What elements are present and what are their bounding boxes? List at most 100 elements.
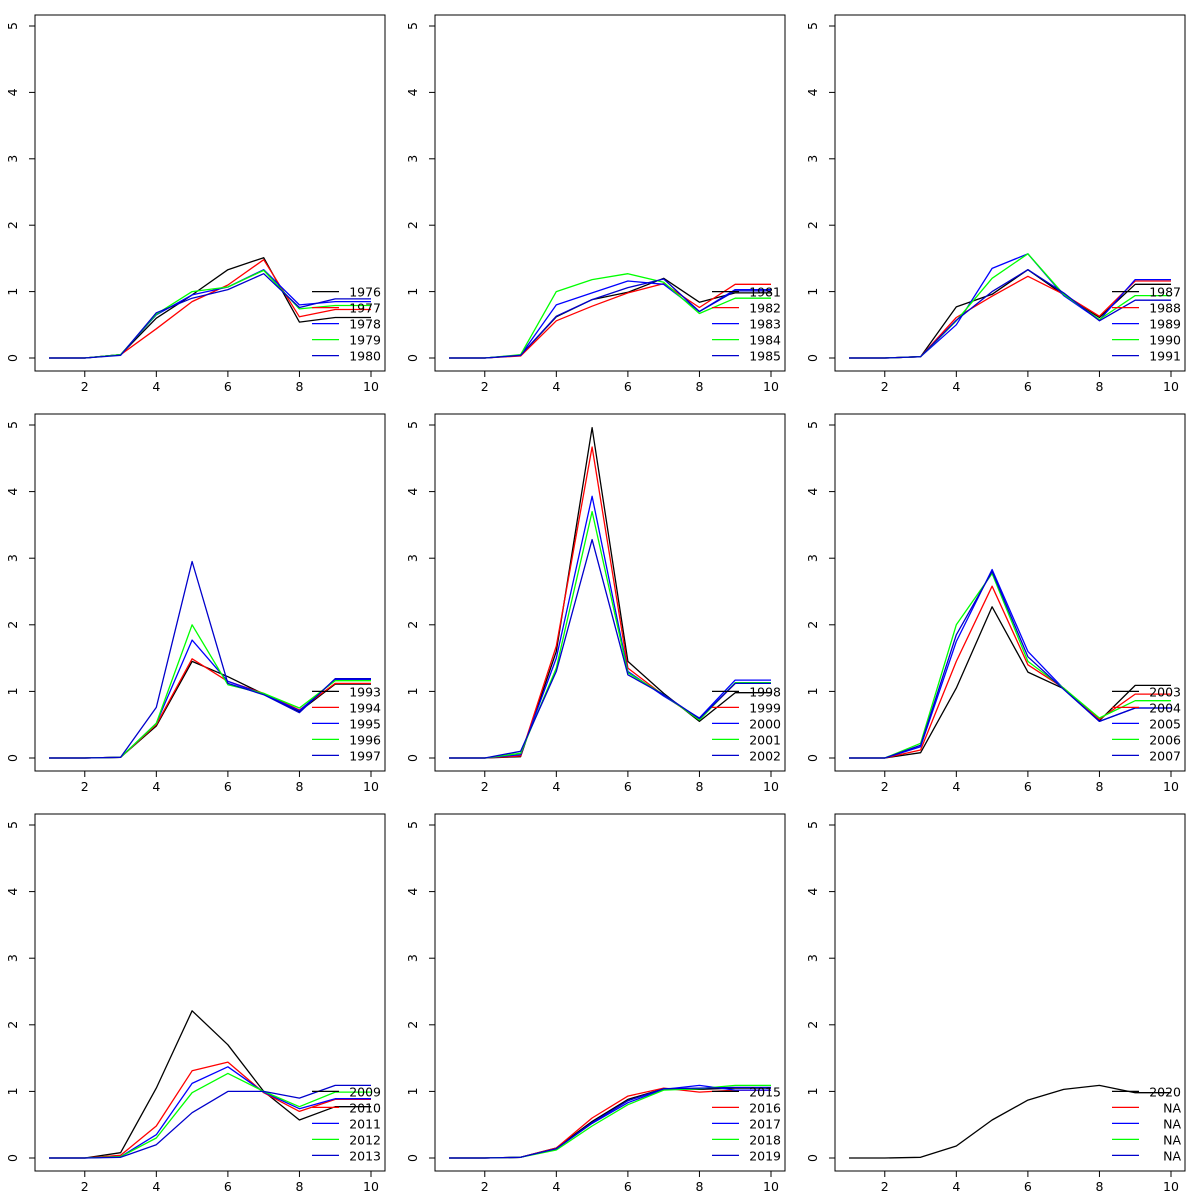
y-tick-label: 1 (405, 1087, 420, 1095)
legend-label: 2005 (1149, 716, 1181, 731)
x-tick-label: 10 (763, 779, 779, 794)
series-line (849, 606, 1171, 759)
y-tick-label: 3 (5, 155, 20, 163)
y-tick-label: 4 (805, 888, 820, 896)
legend-label: 1988 (1149, 301, 1181, 316)
x-tick-label: 8 (1095, 779, 1103, 794)
x-tick-label: 6 (224, 779, 232, 794)
y-tick-label: 4 (405, 488, 420, 496)
y-tick-label: 3 (805, 155, 820, 163)
y-tick-label: 5 (405, 421, 420, 429)
x-tick-label: 4 (152, 379, 160, 394)
y-tick-label: 4 (5, 488, 20, 496)
y-tick-label: 5 (5, 421, 20, 429)
x-tick-label: 8 (695, 379, 703, 394)
x-tick-label: 4 (952, 779, 960, 794)
x-tick-label: 6 (624, 1179, 632, 1194)
y-tick-label: 5 (405, 22, 420, 30)
series-line (49, 560, 371, 759)
legend-label: 2017 (749, 1116, 781, 1131)
y-tick-label: 5 (5, 22, 20, 30)
series-line (49, 273, 371, 359)
y-tick-label: 2 (405, 621, 420, 629)
y-tick-label: 1 (405, 288, 420, 296)
y-tick-label: 2 (5, 221, 20, 229)
y-tick-label: 2 (805, 221, 820, 229)
legend-label: 2020 (1149, 1084, 1181, 1099)
series-line (449, 277, 771, 359)
y-tick-label: 3 (405, 554, 420, 562)
series-line (849, 269, 1171, 359)
legend-label: 1983 (749, 317, 781, 332)
legend-label: 1989 (1149, 317, 1181, 332)
x-tick-label: 8 (295, 1179, 303, 1194)
y-tick-label: 3 (405, 155, 420, 163)
y-tick-label: 5 (5, 821, 20, 829)
x-tick-label: 10 (1163, 1179, 1179, 1194)
x-tick-label: 6 (1024, 779, 1032, 794)
series-line (49, 1072, 371, 1159)
legend-label: 2009 (349, 1084, 381, 1099)
x-tick-label: 6 (624, 379, 632, 394)
x-tick-label: 6 (224, 379, 232, 394)
x-tick-label: 10 (763, 379, 779, 394)
x-tick-label: 10 (1163, 379, 1179, 394)
x-tick-label: 8 (1095, 1179, 1103, 1194)
series-line (849, 253, 1171, 359)
x-tick-label: 2 (81, 1179, 89, 1194)
x-tick-label: 2 (881, 779, 889, 794)
legend-label: 1996 (349, 732, 381, 747)
legend-label: 2016 (749, 1100, 781, 1115)
legend-label: 1981 (749, 285, 781, 300)
series-line (49, 1061, 371, 1159)
legend-label: 1980 (349, 349, 381, 364)
x-tick-label: 10 (363, 779, 379, 794)
legend-label: NA (1163, 1132, 1181, 1147)
x-tick-label: 4 (152, 779, 160, 794)
x-tick-label: 8 (295, 379, 303, 394)
legend-label: 1990 (1149, 333, 1181, 348)
legend-label: 2013 (349, 1148, 381, 1163)
x-tick-label: 2 (81, 779, 89, 794)
legend-label: 2000 (749, 716, 781, 731)
series-line (849, 1084, 1171, 1159)
y-tick-label: 0 (5, 754, 20, 762)
y-tick-label: 0 (805, 354, 820, 362)
series-line (49, 660, 371, 759)
x-tick-label: 10 (363, 1179, 379, 1194)
series-line (449, 446, 771, 759)
plot-frame (434, 413, 786, 772)
x-tick-label: 8 (1095, 379, 1103, 394)
legend-label: 1976 (349, 285, 381, 300)
y-tick-label: 1 (5, 1087, 20, 1095)
y-tick-label: 0 (805, 1154, 820, 1162)
legend-label: 1995 (349, 716, 381, 731)
x-tick-label: 2 (881, 379, 889, 394)
legend-label: 2007 (1149, 748, 1181, 763)
x-tick-label: 10 (1163, 779, 1179, 794)
x-tick-label: 2 (481, 379, 489, 394)
legend-label: 1978 (349, 317, 381, 332)
legend-label: 1977 (349, 301, 381, 316)
legend-label: NA (1163, 1116, 1181, 1131)
legend-label: 2002 (749, 748, 781, 763)
x-tick-label: 4 (952, 1179, 960, 1194)
legend-label: NA (1163, 1100, 1181, 1115)
x-tick-label: 8 (695, 1179, 703, 1194)
series-line (849, 568, 1171, 759)
series-line (849, 572, 1171, 759)
legend-label: 2004 (1149, 700, 1181, 715)
series-line (449, 538, 771, 759)
x-tick-label: 4 (552, 379, 560, 394)
series-line (49, 639, 371, 759)
y-tick-label: 3 (5, 954, 20, 962)
x-tick-label: 6 (224, 1179, 232, 1194)
